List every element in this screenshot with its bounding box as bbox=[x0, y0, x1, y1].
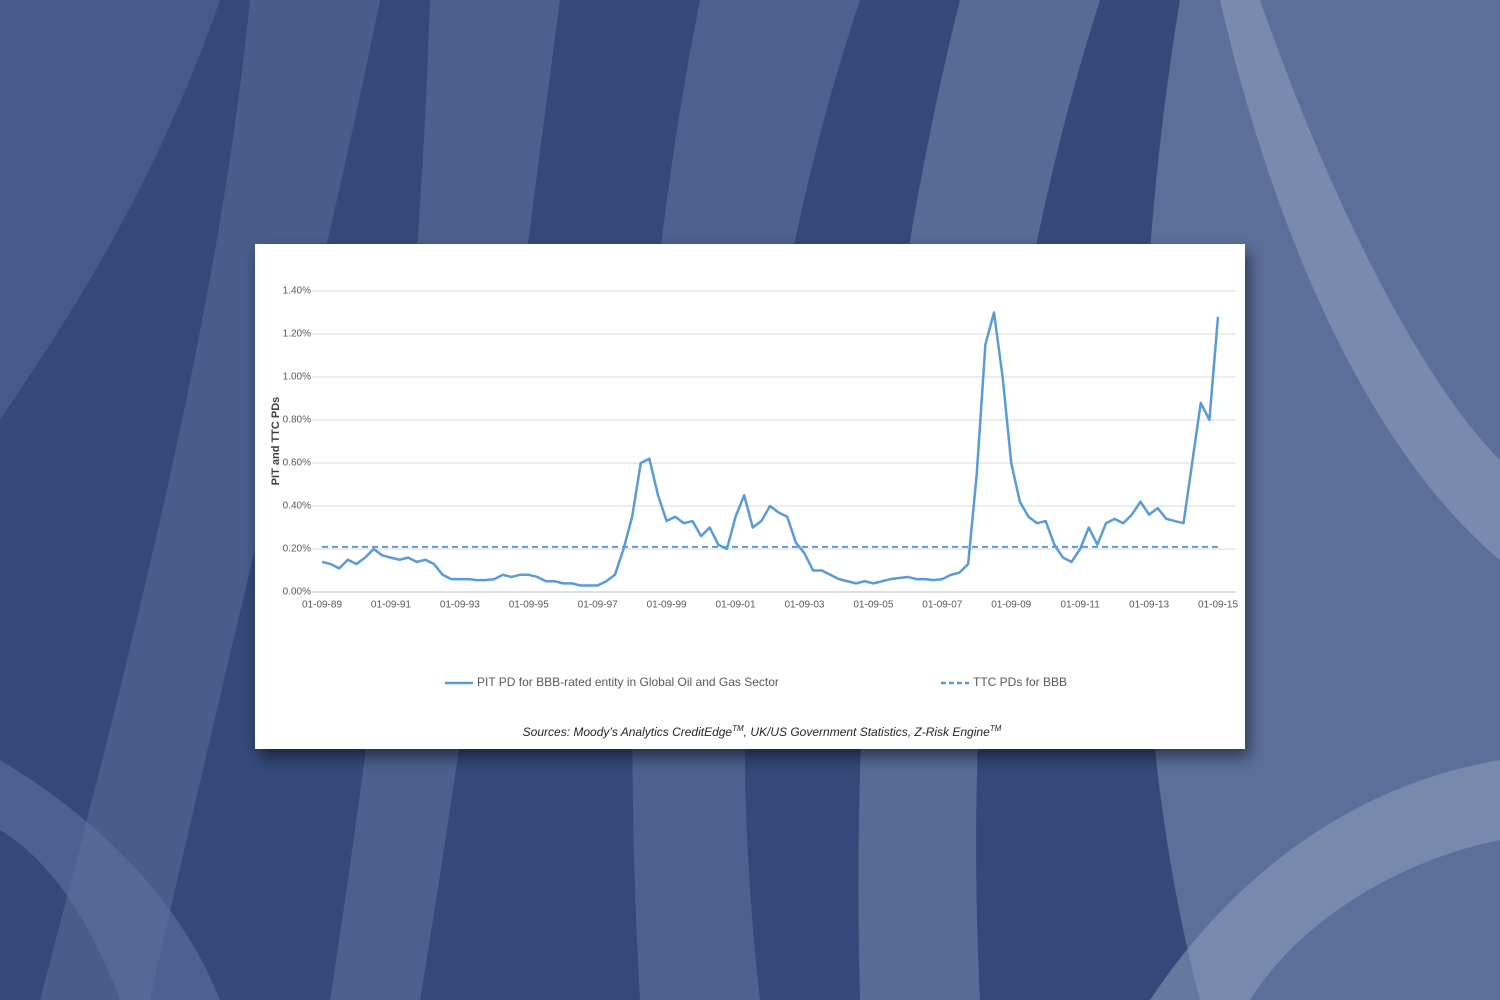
y-tick-label: 0.40% bbox=[283, 501, 311, 512]
x-tick-label: 01-09-01 bbox=[716, 600, 756, 611]
y-tick-label: 1.00% bbox=[283, 372, 311, 383]
legend-label: PIT PD for BBB-rated entity in Global Oi… bbox=[477, 675, 779, 689]
x-tick-label: 01-09-07 bbox=[922, 600, 962, 611]
x-tick-label: 01-09-97 bbox=[578, 600, 618, 611]
x-tick-label: 01-09-03 bbox=[784, 600, 824, 611]
x-tick-label: 01-09-15 bbox=[1198, 600, 1238, 611]
y-tick-label: 0.80% bbox=[283, 415, 311, 426]
x-tick-label: 01-09-95 bbox=[509, 600, 549, 611]
x-tick-label: 01-09-05 bbox=[853, 600, 893, 611]
x-tick-label: 01-09-11 bbox=[1061, 600, 1101, 611]
chart-card bbox=[255, 244, 1245, 749]
x-tick-label: 01-09-09 bbox=[991, 600, 1031, 611]
source-note: Sources: Moody’s Analytics CreditEdgeTM,… bbox=[523, 724, 1002, 740]
x-tick-label: 01-09-91 bbox=[371, 600, 411, 611]
x-tick-label: 01-09-93 bbox=[440, 600, 480, 611]
y-tick-label: 0.00% bbox=[283, 587, 311, 598]
y-tick-label: 1.20% bbox=[283, 329, 311, 340]
legend-label: TTC PDs for BBB bbox=[973, 675, 1067, 689]
y-tick-label: 1.40% bbox=[283, 286, 311, 297]
data-line bbox=[321, 311, 1220, 587]
y-tick-label: 0.60% bbox=[283, 458, 311, 469]
y-axis-label: PIT and TTC PDs bbox=[270, 397, 282, 486]
x-tick-label: 01-09-13 bbox=[1129, 600, 1169, 611]
y-tick-label: 0.20% bbox=[283, 544, 311, 555]
source-text: , UK/US Government Statistics, Z-Risk En… bbox=[744, 725, 990, 739]
x-tick-label: 01-09-99 bbox=[647, 600, 687, 611]
source-superscript: TM bbox=[732, 724, 744, 733]
x-tick-label: 01-09-89 bbox=[302, 600, 342, 611]
source-text: Sources: Moody’s Analytics CreditEdge bbox=[523, 725, 733, 739]
source-superscript: TM bbox=[990, 724, 1002, 733]
